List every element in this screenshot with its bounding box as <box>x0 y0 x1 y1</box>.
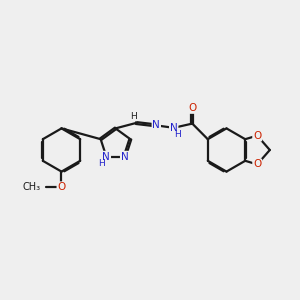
Text: H: H <box>98 159 105 168</box>
Text: O: O <box>57 182 66 192</box>
Text: CH₃: CH₃ <box>22 182 40 192</box>
Text: O: O <box>253 159 261 170</box>
Text: N: N <box>121 152 128 162</box>
Text: N: N <box>170 123 178 133</box>
Text: N: N <box>103 152 110 162</box>
Text: O: O <box>253 130 261 141</box>
Text: H: H <box>174 130 181 139</box>
Text: O: O <box>188 103 196 113</box>
Text: N: N <box>152 120 160 130</box>
Text: H: H <box>130 112 137 121</box>
